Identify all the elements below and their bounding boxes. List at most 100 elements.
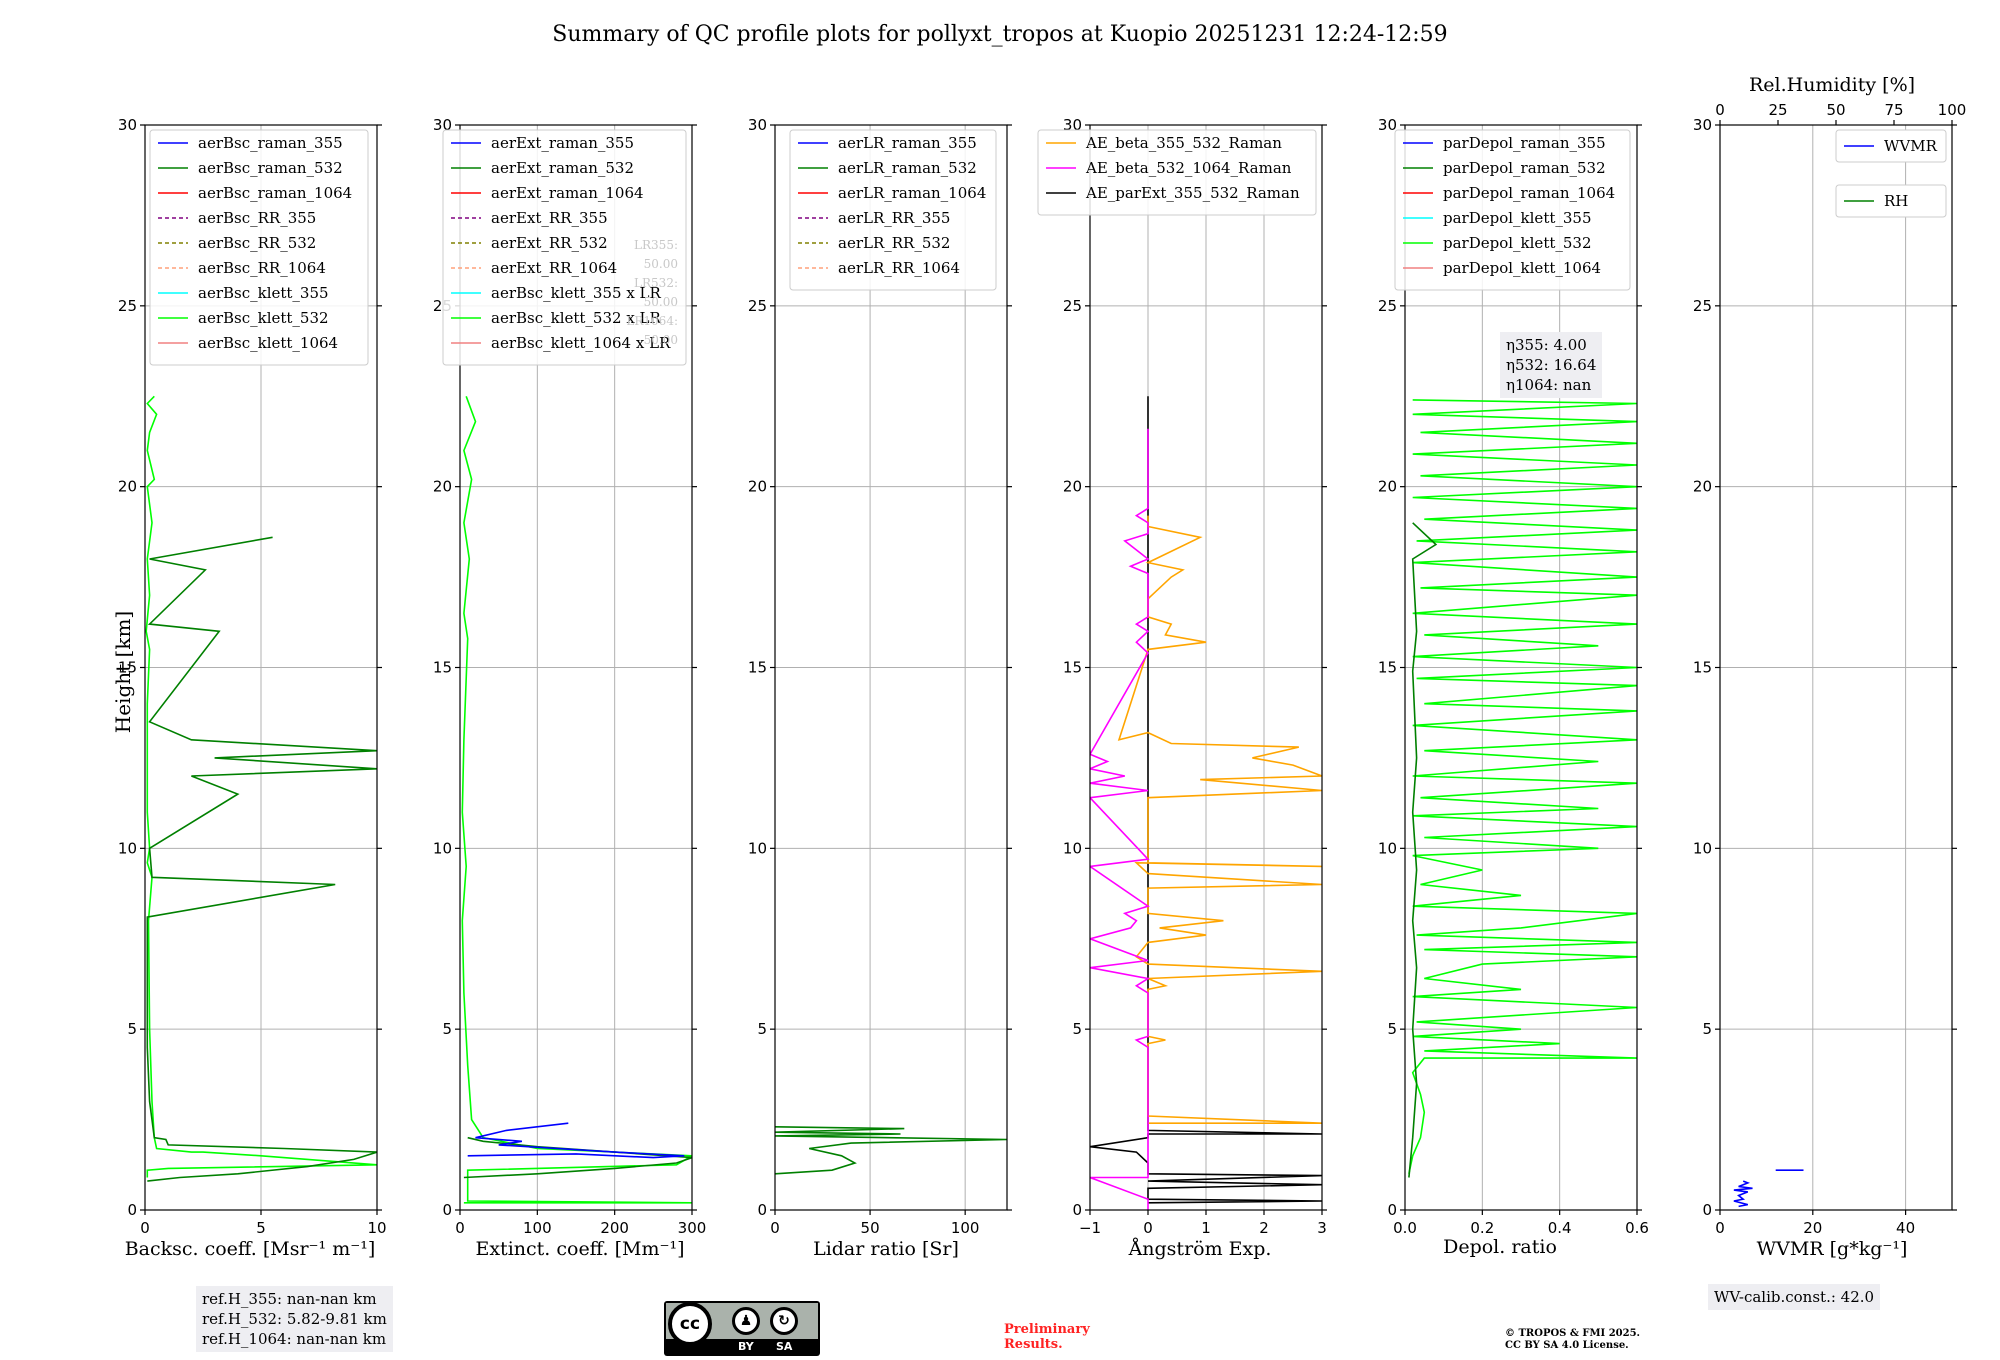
- series-aerBsc_klett_532 x LR: [461, 396, 692, 1204]
- x-tick-label-top: 100: [1938, 101, 1967, 119]
- y-tick-label: 25: [1693, 297, 1712, 315]
- legend-label: aerBsc_RR_1064: [198, 259, 326, 277]
- lr-532-text: LR532: 50.00: [634, 276, 678, 309]
- legend-label: parDepol_raman_532: [1443, 159, 1606, 177]
- y-tick-label: 20: [748, 478, 767, 496]
- series-aerExt_raman_355: [467, 1122, 685, 1159]
- y-tick-label: 0: [127, 1201, 137, 1219]
- series-AE_beta_355_532_Raman: [1117, 515, 1322, 1124]
- y-tick-label: 25: [748, 297, 767, 315]
- x-tick-label-top: 75: [1884, 101, 1903, 119]
- wvmr-xlabel: WVMR [g*kg⁻¹]: [1756, 1238, 1908, 1260]
- y-tick-label: 10: [748, 839, 767, 857]
- legend-box: [149, 129, 369, 366]
- legend-box: [789, 129, 997, 291]
- y-tick-label: 5: [757, 1020, 767, 1038]
- legend-label: aerBsc_klett_1064 x LR: [491, 334, 671, 352]
- eta-355: η355: 4.00: [1506, 336, 1587, 354]
- x-tick-label: 0: [455, 1219, 465, 1237]
- legend-label: aerBsc_RR_532: [198, 234, 316, 252]
- wv-calib-box: WV-calib.const.: 42.0: [1708, 1284, 1881, 1310]
- legend-label: aerLR_RR_355: [838, 209, 950, 227]
- x-tick-label: 2: [1259, 1219, 1269, 1237]
- x-tick-label: 3: [1317, 1219, 1327, 1237]
- legend-label: aerLR_raman_532: [838, 159, 977, 177]
- x-tick-label: 10: [367, 1219, 386, 1237]
- x-tick-label: 200: [600, 1219, 629, 1237]
- legend-label: aerBsc_raman_355: [198, 134, 343, 152]
- y-tick-label: 15: [118, 659, 137, 677]
- legend-label: aerLR_RR_1064: [838, 259, 960, 277]
- legend-label: aerBsc_RR_355: [198, 209, 316, 227]
- x-tick-label: 0: [770, 1219, 780, 1237]
- y-tick-label: 0: [1387, 1201, 1397, 1219]
- y-tick-label: 15: [1378, 659, 1397, 677]
- legend-label: aerExt_raman_532: [491, 159, 634, 177]
- rh-xlabel-top: Rel.Humidity [%]: [1748, 74, 1916, 96]
- extinction-xlabel: Extinct. coeff. [Mm⁻¹]: [475, 1238, 685, 1260]
- y-tick-label: 10: [1063, 839, 1082, 857]
- legend-label: aerLR_raman_355: [838, 134, 977, 152]
- x-tick-label: 0: [1715, 1219, 1725, 1237]
- y-tick-label: 0: [442, 1201, 452, 1219]
- y-tick-label: 20: [1063, 478, 1082, 496]
- angstrom-xlabel: Ångström Exp.: [1128, 1238, 1272, 1260]
- y-tick-label: 5: [1702, 1020, 1712, 1038]
- x-tick-label: 5: [256, 1219, 266, 1237]
- y-tick-label: 10: [118, 839, 137, 857]
- y-tick-label: 0: [1702, 1201, 1712, 1219]
- sa-label: SA: [776, 1340, 793, 1353]
- panel-lidar_ratio: 0 5 10 15 20 25 30 0 50 100 aerLR_raman_355 aerLR_r…: [748, 116, 1012, 1237]
- legend-label: aerBsc_klett_1064: [198, 334, 338, 352]
- y-tick-label: 25: [1378, 297, 1397, 315]
- y-tick-label: 10: [433, 839, 452, 857]
- ref-height-355: ref.H_355: nan-nan km: [202, 1290, 377, 1308]
- legend-label: parDepol_raman_1064: [1443, 184, 1615, 202]
- y-tick-label: 25: [1063, 297, 1082, 315]
- x-tick-label: 300: [678, 1219, 707, 1237]
- copyright-note: © TROPOS & FMI 2025. CC BY SA 4.0 Licens…: [1505, 1328, 1641, 1351]
- x-tick-label-top: 50: [1826, 101, 1845, 119]
- legend-label: AE_beta_532_1064_Raman: [1085, 159, 1292, 177]
- ref-height-1064: ref.H_1064: nan-nan km: [202, 1330, 387, 1348]
- y-tick-label: 10: [1693, 839, 1712, 857]
- y-tick-label: 20: [433, 478, 452, 496]
- x-tick-label: 100: [523, 1219, 552, 1237]
- cc-license-badge: cc ♟ ↻ BY SA: [664, 1301, 820, 1356]
- panel-depolarization: 0 5 10 15 20 25 30 0.0 0.2 0.4 0.6 parDepol_raman_3…: [1378, 116, 1649, 1237]
- x-tick-label: 20: [1803, 1219, 1822, 1237]
- eta-532: η532: 16.64: [1506, 356, 1597, 374]
- cc-icon: cc: [668, 1302, 712, 1346]
- y-tick-label: 5: [442, 1020, 452, 1038]
- x-tick-label-top: 25: [1768, 101, 1787, 119]
- share-alike-icon: ↻: [770, 1307, 798, 1335]
- y-tick-label: 0: [1072, 1201, 1082, 1219]
- legend-label: parDepol_raman_355: [1443, 134, 1606, 152]
- legend-label: AE_beta_355_532_Raman: [1085, 134, 1282, 152]
- x-tick-label: 50: [861, 1219, 880, 1237]
- depol-xlabel: Depol. ratio: [1443, 1236, 1557, 1258]
- legend-label: RH: [1884, 192, 1908, 210]
- y-axis-label: Height [km]: [111, 610, 136, 734]
- y-tick-label: 20: [118, 478, 137, 496]
- y-tick-label: 5: [127, 1020, 137, 1038]
- legend-label: AE_parExt_355_532_Raman: [1085, 184, 1300, 202]
- legend-label: aerBsc_raman_1064: [198, 184, 352, 202]
- y-tick-label: 15: [1693, 659, 1712, 677]
- series-WVMR: [1733, 1180, 1753, 1208]
- x-tick-label: 0.4: [1548, 1219, 1572, 1237]
- preliminary-note: Preliminary Results.: [1004, 1322, 1090, 1352]
- series-aerLR_raman_532: [775, 1126, 1007, 1175]
- x-tick-label: −1: [1079, 1219, 1101, 1237]
- series-AE_beta_532_1064_Raman: [1090, 428, 1151, 1210]
- series-aerExt_raman_532: [463, 1136, 692, 1179]
- y-tick-label: 5: [1072, 1020, 1082, 1038]
- eta-box: η355: 4.00 η532: 16.64 η1064: nan: [1500, 332, 1603, 398]
- legend-label: parDepol_klett_1064: [1443, 259, 1601, 277]
- x-tick-label: 100: [951, 1219, 980, 1237]
- legend-box: [442, 129, 687, 366]
- y-tick-label: 20: [1378, 478, 1397, 496]
- y-tick-label: 30: [1378, 116, 1397, 134]
